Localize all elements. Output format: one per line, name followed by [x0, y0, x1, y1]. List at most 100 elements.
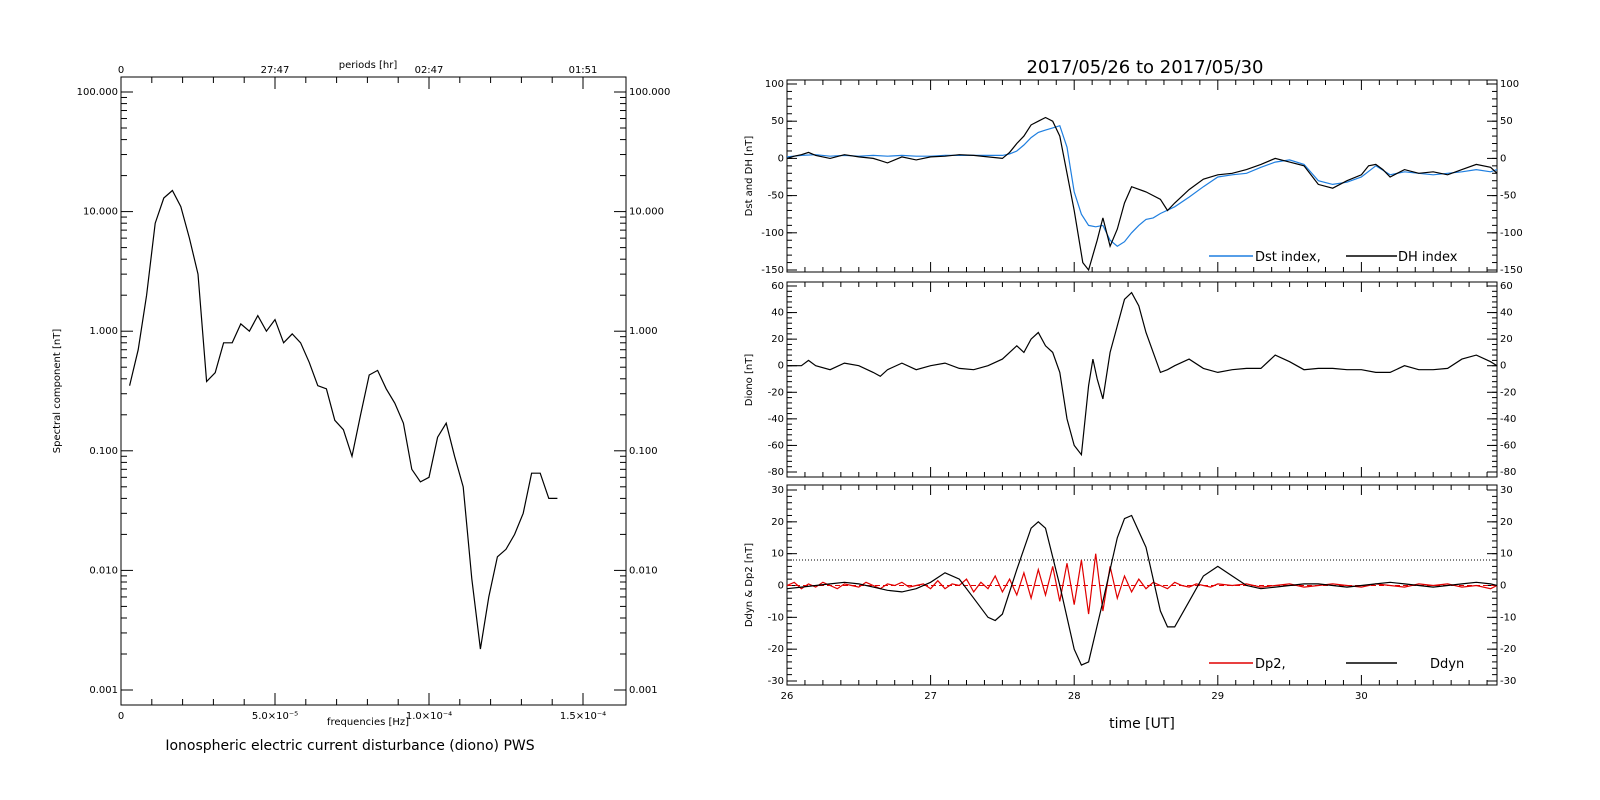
legend-label-dp2: Dp2,	[1255, 657, 1286, 672]
diono-y-tick-label: -40	[768, 414, 784, 425]
diono-plot-frame	[786, 281, 1498, 478]
ddyn-y-tick-label: 0	[778, 581, 784, 592]
pws-y2-tick-label: 100.000	[629, 87, 670, 98]
dst-y2-tick-label: 0	[1500, 153, 1506, 164]
ddyn-series	[786, 514, 1498, 666]
pws-y-axis-label: Spectral component [nT]	[52, 329, 63, 454]
pws-axis-ticks: 0 5.0×10⁻⁵ 1.0×10⁻⁴ 1.5×10⁻⁴ 0 27:47 02:47 01:5…	[77, 65, 671, 722]
ddyn-y2-tick-label: -10	[1500, 612, 1516, 623]
dst-series-line-0	[786, 124, 1498, 247]
pws-x-tick-label: 0	[118, 711, 124, 722]
ddyn-y2-tick-label: 10	[1500, 549, 1513, 560]
pws-y2-tick-label: 0.010	[629, 565, 658, 576]
diono-y-tick-label: 60	[771, 281, 784, 292]
pws-x2-tick-label: 01:51	[569, 65, 598, 76]
pws-series-line-0	[129, 189, 558, 650]
pws-y-tick-label: 1.000	[89, 326, 118, 337]
dst-y2-tick-label: 100	[1500, 79, 1519, 90]
ddyn-x-tick-label: 30	[1355, 691, 1368, 702]
diono-y-tick-label: -80	[768, 467, 784, 478]
ddyn-y-axis-label: Ddyn & Dp2 [nT]	[744, 543, 755, 627]
dst-dh-chart: 2017/05/26 to 2017/05/30 100 100 50 50 0 0 -50…	[744, 57, 1523, 276]
pws-y2-tick-label: 10.000	[629, 207, 664, 218]
pws-x-axis-label: frequencies [Hz]	[327, 717, 409, 728]
dst-y-tick-label: -100	[761, 228, 784, 239]
pws-y2-tick-label: 0.100	[629, 446, 658, 457]
ddyn-x-tick-label: 26	[781, 691, 794, 702]
pws-x-tick-label: 1.0×10⁻⁴	[406, 711, 452, 722]
time-series-title: 2017/05/26 to 2017/05/30	[1026, 57, 1263, 78]
diono-y-tick-label: 40	[771, 308, 784, 319]
dst-legend: Dst index, DH index	[1209, 250, 1458, 265]
pws-x-tick-label: 1.5×10⁻⁴	[560, 711, 606, 722]
ddyn-x-tick-label: 27	[924, 691, 937, 702]
diono-y2-tick-label: -60	[1500, 440, 1516, 451]
dst-axis-ticks: 100 100 50 50 0 0 -50 -50 -100 -100 -150 -150	[761, 79, 1522, 276]
diono-y-tick-label: 20	[771, 334, 784, 345]
ddyn-legend: Dp2, Ddyn	[1209, 657, 1464, 672]
ddyn-x-tick-label: 29	[1211, 691, 1224, 702]
pws-y-tick-label: 0.010	[89, 565, 118, 576]
pws-y-tick-label: 100.000	[77, 87, 118, 98]
pws-y2-tick-label: 0.001	[629, 685, 658, 696]
dst-y2-tick-label: -50	[1500, 191, 1516, 202]
dst-y-tick-label: 100	[765, 79, 784, 90]
diono-y-axis-label: Diono [nT]	[744, 354, 755, 407]
pws-y-tick-label: 0.100	[89, 446, 118, 457]
diono-y-tick-label: -20	[768, 387, 784, 398]
dst-y2-tick-label: 50	[1500, 116, 1513, 127]
pws-caption: Ionospheric electric current disturbance…	[165, 738, 534, 754]
diono-series	[787, 291, 1498, 457]
dst-y2-tick-label: -100	[1500, 228, 1523, 239]
pws-x2-axis-label: periods [hr]	[339, 60, 398, 71]
diono-y2-tick-label: 0	[1500, 361, 1506, 372]
dst-plot-frame	[786, 79, 1498, 273]
legend-label-dst: Dst index,	[1255, 250, 1321, 265]
pws-x-tick-label: 5.0×10⁻⁵	[252, 711, 298, 722]
dst-series-line-1	[786, 116, 1498, 272]
dst-y2-tick-label: -150	[1500, 265, 1523, 276]
diono-axis-ticks: 60 60 40 40 20 20 0 0 -20 -20 -40 -40 -60 -60 -80 -80	[768, 281, 1517, 478]
diono-y-tick-label: -60	[768, 440, 784, 451]
ddyn-y-tick-label: 20	[771, 517, 784, 528]
ddyn-y-tick-label: 10	[771, 549, 784, 560]
pws-spectrum-chart: 0 5.0×10⁻⁵ 1.0×10⁻⁴ 1.5×10⁻⁴ 0 27:47 02:47 01:5…	[52, 60, 670, 754]
diono-y2-tick-label: -40	[1500, 414, 1516, 425]
time-axis-label: time [UT]	[1109, 716, 1175, 732]
diono-y2-tick-label: 20	[1500, 334, 1513, 345]
ddyn-y2-tick-label: -30	[1500, 676, 1516, 687]
ddyn-series-line-1	[786, 514, 1498, 666]
diono-y2-tick-label: -20	[1500, 387, 1516, 398]
diono-y2-tick-label: 40	[1500, 308, 1513, 319]
diono-y-tick-label: 0	[778, 361, 784, 372]
ddyn-y-tick-label: -20	[768, 644, 784, 655]
dst-series	[786, 116, 1498, 272]
ddyn-series-line-0	[786, 553, 1498, 615]
pws-x2-tick-label: 02:47	[415, 65, 444, 76]
pws-x2-tick-label: 0	[118, 65, 124, 76]
ddyn-y2-tick-label: 30	[1500, 485, 1513, 496]
dst-y-tick-label: -50	[768, 191, 784, 202]
pws-y-tick-label: 10.000	[83, 207, 118, 218]
ddyn-y-tick-label: -30	[768, 676, 784, 687]
dst-y-tick-label: 50	[771, 116, 784, 127]
pws-x2-tick-label: 27:47	[261, 65, 290, 76]
ddyn-dp2-chart: 30 30 20 20 10 10 0 0 -10 -10 -20 -20 -30 -30 26 27 28 29…	[744, 484, 1516, 732]
diono-chart: 60 60 40 40 20 20 0 0 -20 -20 -40 -40 -60 -60 -80 -80 D…	[744, 281, 1516, 478]
pws-series	[129, 189, 558, 650]
dst-y-tick-label: 0	[778, 153, 784, 164]
diono-y2-tick-label: 60	[1500, 281, 1513, 292]
pws-y2-tick-label: 1.000	[629, 326, 658, 337]
ddyn-x-tick-label: 28	[1068, 691, 1081, 702]
ddyn-y-tick-label: 30	[771, 485, 784, 496]
dst-y-axis-label: Dst and DH [nT]	[744, 136, 755, 217]
pws-plot-frame	[120, 76, 627, 706]
ddyn-y2-tick-label: 20	[1500, 517, 1513, 528]
ddyn-y2-tick-label: 0	[1500, 581, 1506, 592]
dst-y-tick-label: -150	[761, 265, 784, 276]
legend-label-ddyn: Ddyn	[1430, 657, 1464, 672]
ddyn-y2-tick-label: -20	[1500, 644, 1516, 655]
ddyn-axis-ticks: 30 30 20 20 10 10 0 0 -10 -10 -20 -20 -30 -30 26 27 28 29…	[768, 485, 1516, 702]
